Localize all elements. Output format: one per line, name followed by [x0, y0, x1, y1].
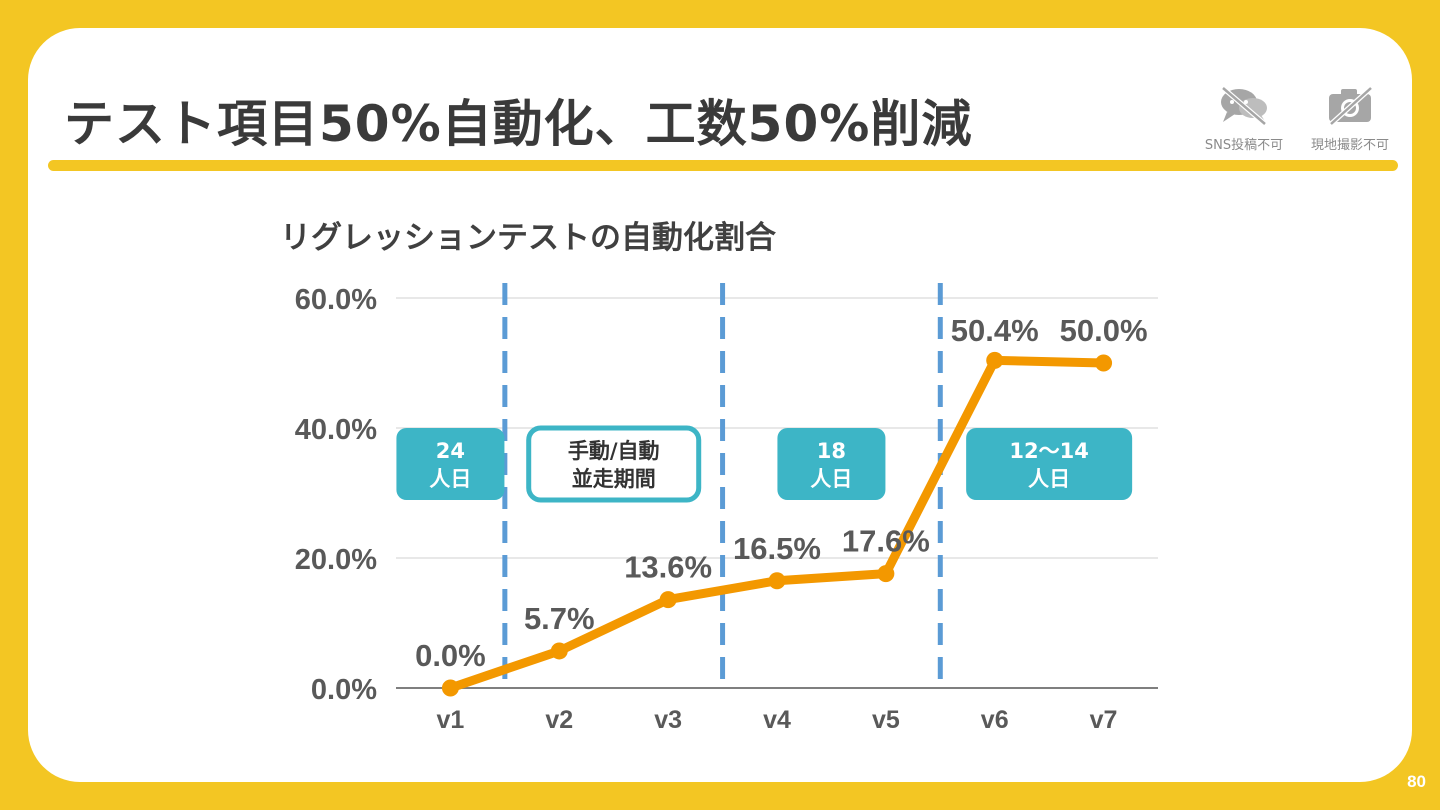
phase-badge-box [966, 428, 1133, 500]
data-label: 17.6% [842, 524, 930, 559]
phase-badge-line1: 手動/自動 [568, 439, 660, 463]
no-camera-icon [1329, 86, 1373, 126]
x-tick-label: v3 [654, 706, 682, 734]
page-number: 80 [1407, 772, 1426, 791]
data-label: 50.0% [1060, 313, 1148, 348]
y-tick-label: 0.0% [311, 674, 377, 706]
data-label: 13.6% [624, 550, 712, 585]
y-tick-label: 20.0% [295, 544, 377, 576]
phase-badge-line1: 24 [436, 439, 465, 463]
no-camera-label: 現地撮影不可 [1310, 138, 1389, 153]
data-label: 5.7% [524, 601, 595, 636]
data-label: 0.0% [415, 638, 486, 673]
x-tick-label: v5 [872, 706, 900, 734]
slide-card [28, 28, 1412, 782]
no-camera-notice: 現地撮影不可 [1300, 84, 1400, 153]
phase-badge: 24 人日 [396, 428, 505, 500]
data-point [877, 565, 895, 583]
slide-title: テスト項目50%自動化、工数50%削減 [64, 95, 973, 153]
phase-badge-box [526, 425, 702, 503]
no-sns-icon [1221, 86, 1267, 126]
data-point [986, 351, 1004, 369]
phase-badge: 18 人日 [777, 428, 886, 500]
x-tick-label: v2 [545, 706, 573, 734]
phase-badge-line2: 人日 [810, 467, 852, 491]
data-point [659, 591, 677, 609]
chart-title: リグレッションテストの自動化割合 [280, 220, 776, 256]
x-tick-label: v6 [981, 706, 1009, 734]
title-underline [48, 160, 1398, 171]
series-line [445, 355, 1109, 693]
no-sns-label: SNS投稿不可 [1204, 138, 1284, 153]
x-tick-label: v1 [437, 706, 465, 734]
phase-badge-box [777, 428, 886, 500]
data-label: 16.5% [733, 531, 821, 566]
x-tick-label: v7 [1090, 706, 1118, 734]
no-sns-notice: SNS投稿不可 [1194, 84, 1294, 153]
phase-badge: 12〜14 人日 [966, 428, 1133, 500]
data-point [768, 572, 786, 590]
phase-badge-line2: 人日 [1028, 467, 1070, 491]
data-label: 50.4% [951, 313, 1039, 348]
phase-badge-box [396, 428, 505, 500]
data-point [1095, 354, 1113, 372]
y-tick-label: 40.0% [295, 414, 377, 446]
x-tick-label: v4 [763, 706, 791, 734]
phase-badge-line1: 18 [817, 439, 846, 463]
phase-badge-line2: 並走期間 [572, 467, 656, 491]
data-point [550, 642, 568, 660]
phase-badge-line2: 人日 [429, 467, 471, 491]
data-point [441, 679, 459, 697]
y-tick-label: 60.0% [295, 284, 377, 316]
phase-badge-line1: 12〜14 [1009, 439, 1088, 463]
